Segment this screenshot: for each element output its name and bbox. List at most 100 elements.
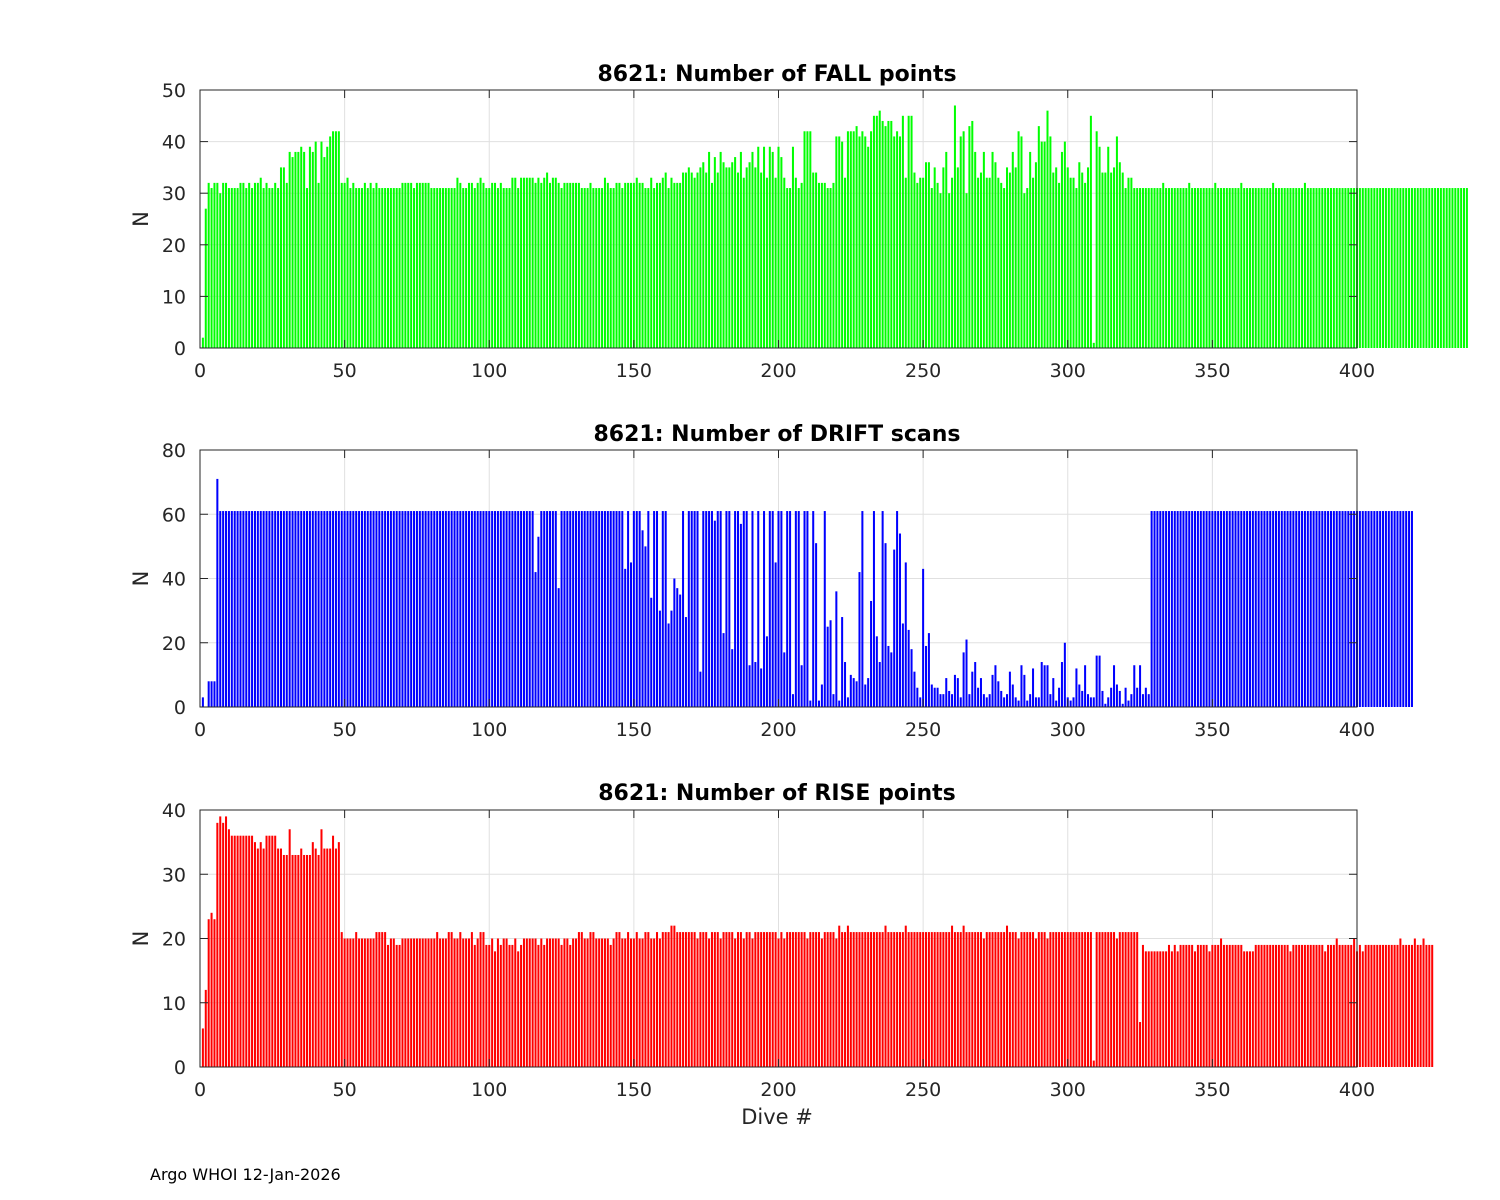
fall-points-bar [1185,188,1188,348]
rise-points-bar [1246,951,1249,1067]
fall-points-bar [1011,151,1014,348]
drift-scans-bar [739,523,742,707]
rise-points-x-tick-label: 50 [333,1079,357,1101]
fall-points-bar [1399,188,1402,348]
fall-points-bar [658,182,661,348]
fall-points-bar [375,182,378,348]
fall-points-bar [1298,188,1301,348]
fall-points-bar [1442,188,1445,348]
drift-scans-bar [962,652,965,707]
rise-points-bar [682,932,685,1067]
drift-scans-bar [1011,684,1014,707]
drift-scans-bar [1032,668,1035,707]
drift-scans-bar [968,694,971,707]
drift-scans-bar [329,511,332,707]
drift-scans-bar [548,511,551,707]
drift-scans-bar [803,511,806,707]
rise-points-bar [1402,944,1405,1067]
rise-points-bar [1321,944,1324,1067]
rise-points-bar [424,938,427,1067]
fall-points-bar [977,177,980,348]
fall-points-bar [450,188,453,348]
drift-scans-bar [748,665,751,707]
fall-points-bar [1008,172,1011,348]
rise-points-bar [1124,932,1127,1067]
drift-scans-bar [734,511,737,707]
drift-scans-bar [1341,511,1344,707]
fall-points-bar [864,136,867,348]
drift-scans-bar [1231,511,1234,707]
rise-points-bar [913,932,916,1067]
fall-points-x-tick-label: 350 [1194,360,1230,382]
rise-points-bar [306,854,309,1067]
rise-points-bar [1167,944,1170,1067]
fall-points-bar [551,177,554,348]
rise-points-bar [1332,944,1335,1067]
drift-scans-bar [977,687,980,707]
rise-points-bar [366,938,369,1067]
fall-points-bar [1086,167,1090,348]
fall-points-bar [265,182,268,348]
fall-points-bar [528,177,531,348]
fall-points-bar [413,188,416,348]
drift-scans-bar [563,511,566,707]
rise-points-bar [1176,951,1179,1067]
rise-points-x-tick-label: 200 [760,1079,796,1101]
drift-scans-bar [942,694,945,707]
fall-points-bar [901,115,904,348]
drift-scans-bar [994,665,997,707]
rise-points-bar [1292,944,1295,1067]
rise-points-y-tick-label: 40 [162,800,186,822]
drift-scans-bar [476,511,479,707]
rise-points-x-tick-label: 150 [616,1079,652,1101]
rise-points-bar [320,829,323,1067]
drift-scans-bar [829,620,832,707]
fall-points-bar [1335,188,1338,348]
fall-points-bar [222,182,225,348]
rise-points-bar [543,944,546,1067]
drift-scans-bar [239,511,242,707]
rise-points-bar [346,938,349,1067]
rise-points-bar [817,932,820,1067]
rise-points-bar [872,932,875,1067]
fall-points-bar [1170,188,1173,348]
fall-points-bar [601,188,604,348]
drift-scans-bar [381,511,384,707]
fall-points-bar [1194,188,1197,348]
rise-points-bar [1188,944,1191,1067]
fall-points-bar [927,162,930,348]
drift-scans-bar [1182,511,1185,707]
fall-points-bar [884,126,887,349]
rise-points-bar [1358,944,1361,1067]
fall-points-bar [363,182,366,348]
fall-points-bar [488,188,491,348]
drift-scans-bar [1289,511,1292,707]
fall-points-bar [1234,188,1237,348]
rise-points-bar [444,938,447,1067]
drift-scans-bar [875,636,878,707]
rise-points-bar [1295,944,1298,1067]
fall-points-bar [259,177,262,348]
drift-scans-x-tick-label: 50 [333,719,357,741]
drift-scans-bar [248,511,251,707]
fall-points-bar [1113,167,1116,348]
fall-points-bar [1246,188,1249,348]
drift-scans-bar [346,511,349,707]
rise-points-bar [245,835,248,1067]
fall-points-bar [1243,188,1246,348]
rise-points-bar [965,932,968,1067]
rise-points-bar [979,932,982,1067]
fall-points-bar [248,182,251,348]
fall-points-bar [710,182,713,348]
rise-points-bar [901,932,904,1067]
drift-scans-bar [546,511,549,707]
drift-scans-bar [1084,665,1087,707]
drift-scans-bar [332,511,335,707]
rise-points-bar [942,932,945,1067]
fall-points-bar [823,182,826,348]
drift-scans-bar [462,511,465,707]
rise-points-bar [789,932,792,1067]
drift-scans-bar [806,511,809,707]
fall-points-bar [786,188,789,348]
fall-points-bar [817,182,820,348]
